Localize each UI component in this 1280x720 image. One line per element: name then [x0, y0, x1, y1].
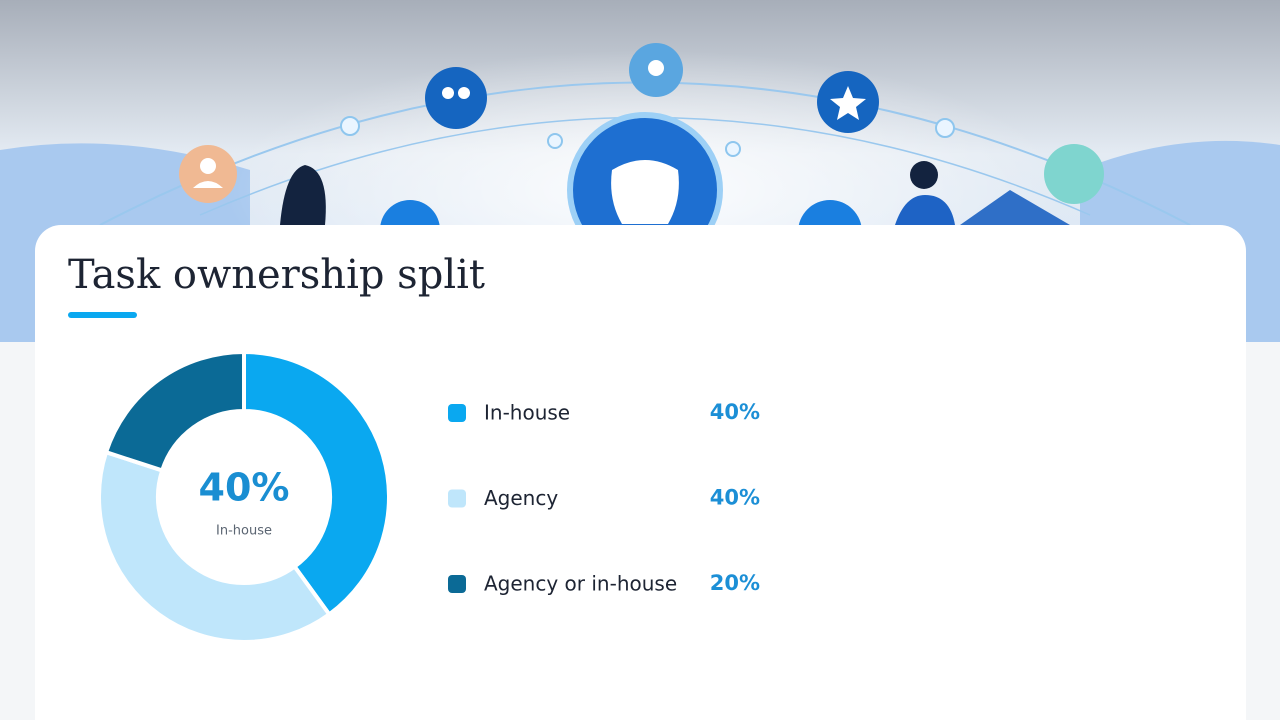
legend-label: In-house: [484, 401, 570, 425]
donut-slice: [103, 349, 246, 473]
legend-value: 40%: [710, 486, 760, 510]
donut-slice: [97, 449, 333, 644]
legend: In-house 40% Agency 40% Agency or in-house 20…: [448, 400, 760, 596]
legend-label: Agency: [484, 486, 558, 510]
legend-swatch: [448, 575, 466, 593]
legend-value: 20%: [710, 571, 760, 595]
donut-slice: [242, 349, 391, 618]
legend-swatch: [448, 404, 466, 422]
legend-label: Agency or in-house: [484, 572, 677, 596]
legend-swatch: [448, 489, 466, 508]
center-label: In-house: [216, 524, 272, 539]
title-underline: [68, 312, 137, 318]
legend-value: 40%: [710, 400, 760, 424]
center-value: 40%: [199, 466, 290, 510]
chart-title: Task ownership split: [68, 252, 485, 298]
donut-chart: 40% In-house: [97, 349, 391, 644]
